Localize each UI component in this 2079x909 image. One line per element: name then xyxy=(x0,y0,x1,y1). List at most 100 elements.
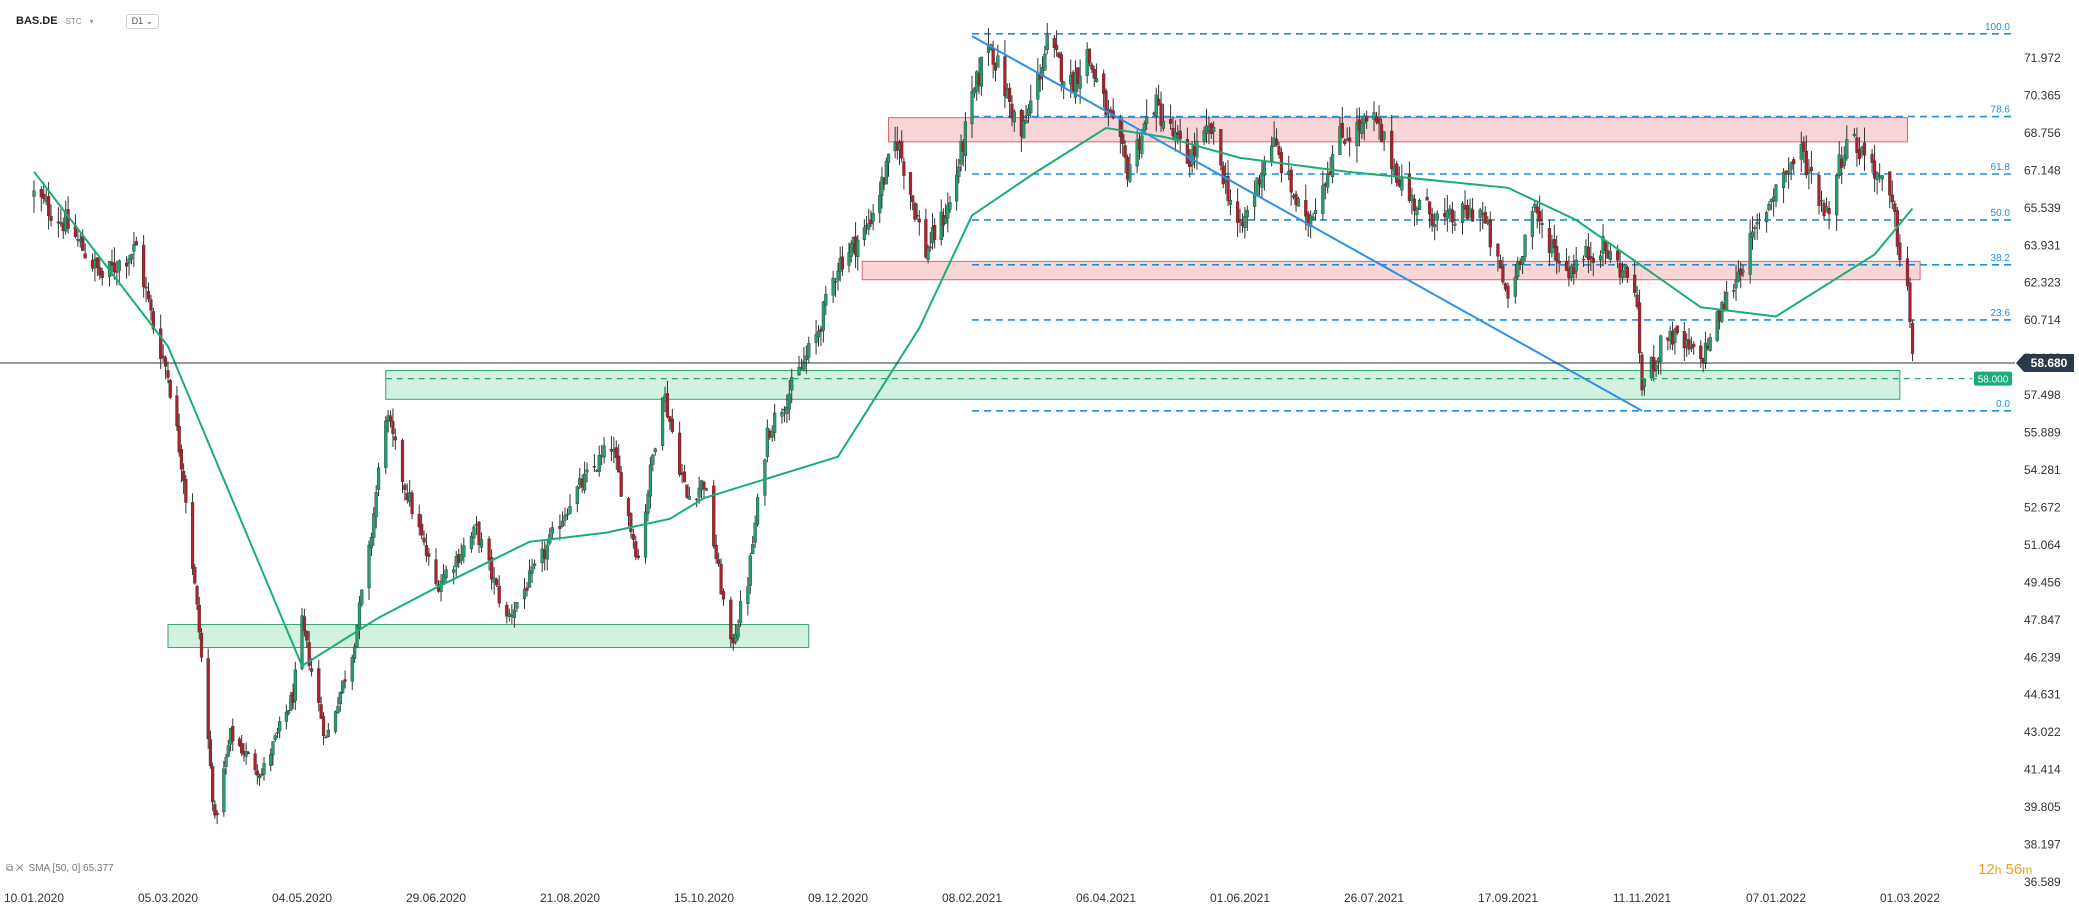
candle-body-254 xyxy=(884,160,888,185)
y-tick-20: 39.805 xyxy=(2024,800,2061,814)
candle-body-166 xyxy=(592,466,596,468)
candle-countdown: 12h 56m xyxy=(1978,861,2032,878)
trendline-drawing[interactable] xyxy=(971,35,1643,412)
y-tick-6: 62.323 xyxy=(2024,276,2061,290)
x-tick-13: 07.01.2022 xyxy=(1746,891,1806,905)
fib-label-0: 100.0 xyxy=(1985,22,2010,33)
candle-body-346 xyxy=(1185,139,1189,164)
candle-body-410 xyxy=(1400,178,1404,191)
candle-body-556 xyxy=(1905,258,1910,287)
candle-body-415 xyxy=(1417,199,1422,211)
candle-body-525 xyxy=(1792,159,1796,165)
chart-header: BAS.DE STC ▾ D1 ⌄ xyxy=(16,12,160,30)
candle-body-506 xyxy=(1732,290,1736,292)
candle-body-417 xyxy=(1428,201,1432,215)
fib-label-4: 38.2 xyxy=(1991,253,2011,264)
candle-body-69 xyxy=(260,773,264,776)
indicator-settings-icon[interactable]: ⧉ ✕ xyxy=(6,863,24,874)
candle-body-199 xyxy=(702,481,706,490)
indicator-legend[interactable]: ⧉ ✕ SMA [50, 0] 65.377 xyxy=(6,863,114,874)
symbol-name[interactable]: BAS.DE xyxy=(16,15,58,27)
candle-body-94 xyxy=(341,680,345,693)
candle-body-542 xyxy=(1855,137,1859,153)
candle-body-294 xyxy=(1010,103,1014,119)
candle-body-420 xyxy=(1435,213,1439,221)
candle-body-99 xyxy=(357,602,362,629)
candle-body-118 xyxy=(422,537,426,543)
candle-body-96 xyxy=(350,656,354,682)
candle-body-38 xyxy=(163,357,168,367)
timer-hours: 12 xyxy=(1978,861,1995,878)
candle-body-102 xyxy=(369,537,373,549)
level-tag-label: 58.000 xyxy=(1978,375,2009,386)
candle-body-23 xyxy=(112,262,116,273)
candle-body-70 xyxy=(262,763,266,775)
candle-body-515 xyxy=(1757,219,1762,221)
candle-body-27 xyxy=(127,258,131,264)
candle-body-182 xyxy=(646,493,650,514)
candle-body-278 xyxy=(959,141,963,165)
candle-body-98 xyxy=(355,625,359,648)
candle-body-159 xyxy=(565,513,570,516)
y-tick-3: 67.148 xyxy=(2024,163,2061,177)
candle-body-558 xyxy=(1910,323,1915,354)
candle-body-195 xyxy=(687,496,691,500)
candle-body-234 xyxy=(821,301,825,331)
symbol-dropdown-icon[interactable]: ▾ xyxy=(89,16,94,26)
candle-body-230 xyxy=(807,343,811,358)
x-tick-1: 05.03.2020 xyxy=(138,891,198,905)
last-price-tag xyxy=(2016,353,2074,372)
candle-body-101 xyxy=(367,544,371,589)
candle-body-498 xyxy=(1703,342,1708,365)
candle-body-265 xyxy=(917,218,921,223)
candle-body-228 xyxy=(802,360,806,370)
candle-body-373 xyxy=(1274,139,1279,146)
candle-body-60 xyxy=(231,726,235,742)
candle-body-240 xyxy=(840,256,844,270)
fib-label-6: 0.0 xyxy=(1996,399,2010,410)
candle-body-12 xyxy=(76,238,80,241)
downtrend-line xyxy=(971,35,1643,412)
candle-body-180 xyxy=(636,555,640,559)
candle-body-78 xyxy=(289,695,293,711)
candle-body-511 xyxy=(1748,232,1752,275)
candle-body-507 xyxy=(1734,279,1738,289)
fibonacci-retracement[interactable]: 100.0 78.6 61.8 50.0 38.2 23.6 0.0 xyxy=(972,22,2015,412)
candle-body-356 xyxy=(1219,129,1223,166)
candle-body-120 xyxy=(427,553,431,557)
candle-body-536 xyxy=(1835,174,1839,216)
x-tick-5: 15.10.2020 xyxy=(674,891,734,905)
candle-body-186 xyxy=(660,397,665,446)
candle-body-266 xyxy=(924,219,928,258)
candle-body-304 xyxy=(1043,53,1047,71)
candle-body-321 xyxy=(1102,73,1106,94)
candle-body-28 xyxy=(129,253,134,260)
candle-body-194 xyxy=(685,484,689,498)
candle-body-181 xyxy=(643,511,648,558)
y-tick-16: 46.239 xyxy=(2024,650,2061,664)
candle-body-53 xyxy=(211,766,215,803)
x-tick-0: 10.01.2020 xyxy=(4,891,64,905)
candle-body-529 xyxy=(1807,169,1811,174)
candle-body-535 xyxy=(1827,208,1831,215)
candle-body-466 xyxy=(1598,255,1603,261)
candle-body-305 xyxy=(1045,34,1049,50)
timer-minutes: 56 xyxy=(2005,861,2023,878)
candle-body-408 xyxy=(1395,163,1399,183)
candle-body-225 xyxy=(790,377,794,391)
candle-body-465 xyxy=(1591,257,1595,263)
candle-body-144 xyxy=(512,609,516,619)
candle-body-441 xyxy=(1513,276,1517,297)
fib-label-3: 50.0 xyxy=(1991,208,2011,219)
candle-body-216 xyxy=(763,459,767,496)
candle-body-456 xyxy=(1564,261,1569,271)
candle-body-93 xyxy=(338,691,342,705)
candle-body-447 xyxy=(1533,204,1537,208)
candle-body-236 xyxy=(831,277,835,296)
candle-body-403 xyxy=(1377,117,1381,124)
candle-body-451 xyxy=(1547,228,1552,253)
candle-body-298 xyxy=(1024,119,1028,124)
timeframe-select[interactable]: D1 ⌄ xyxy=(125,13,160,29)
candle-body-275 xyxy=(948,202,952,210)
